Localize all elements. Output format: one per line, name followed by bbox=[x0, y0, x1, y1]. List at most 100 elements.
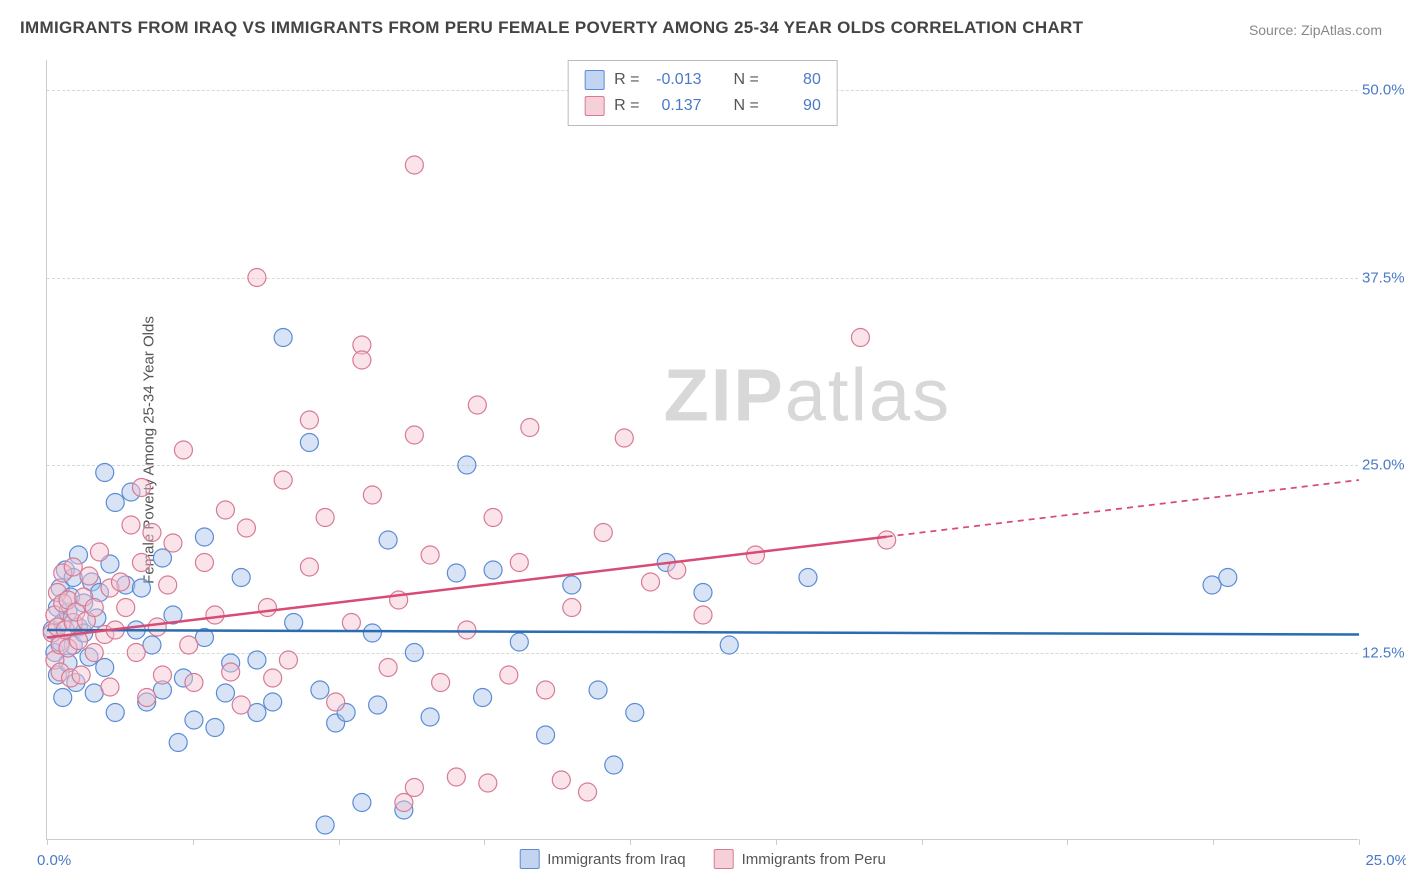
swatch-iraq bbox=[519, 849, 539, 869]
data-point-peru bbox=[353, 351, 371, 369]
r-value-peru: 0.137 bbox=[650, 97, 702, 115]
data-point-peru bbox=[72, 666, 90, 684]
data-point-iraq bbox=[720, 636, 738, 654]
swatch-iraq bbox=[584, 70, 604, 90]
data-point-iraq bbox=[484, 561, 502, 579]
r-label: R = bbox=[614, 97, 639, 115]
data-point-iraq bbox=[353, 794, 371, 812]
n-value-iraq: 80 bbox=[769, 71, 821, 89]
data-point-iraq bbox=[563, 576, 581, 594]
x-tick bbox=[922, 839, 923, 845]
data-point-iraq bbox=[405, 644, 423, 662]
data-point-peru bbox=[405, 426, 423, 444]
data-point-iraq bbox=[363, 624, 381, 642]
data-point-peru bbox=[521, 419, 539, 437]
data-point-peru bbox=[694, 606, 712, 624]
y-tick-label: 37.5% bbox=[1362, 269, 1406, 286]
data-point-peru bbox=[195, 554, 213, 572]
x-tick-label-max: 25.0% bbox=[1365, 852, 1406, 869]
data-point-peru bbox=[300, 558, 318, 576]
legend-label-iraq: Immigrants from Iraq bbox=[547, 851, 685, 868]
series-legend: Immigrants from Iraq Immigrants from Per… bbox=[519, 849, 886, 869]
data-point-peru bbox=[363, 486, 381, 504]
data-point-peru bbox=[615, 429, 633, 447]
data-point-iraq bbox=[153, 549, 171, 567]
data-point-iraq bbox=[274, 329, 292, 347]
data-point-iraq bbox=[300, 434, 318, 452]
data-point-peru bbox=[264, 669, 282, 687]
data-point-peru bbox=[447, 768, 465, 786]
x-tick bbox=[630, 839, 631, 845]
data-point-peru bbox=[642, 573, 660, 591]
data-point-peru bbox=[180, 636, 198, 654]
data-point-peru bbox=[342, 614, 360, 632]
data-point-iraq bbox=[537, 726, 555, 744]
data-point-iraq bbox=[1219, 569, 1237, 587]
data-point-iraq bbox=[694, 584, 712, 602]
y-tick-label: 50.0% bbox=[1362, 82, 1406, 99]
legend-row-peru: R = 0.137 N = 90 bbox=[584, 93, 821, 119]
data-point-peru bbox=[300, 411, 318, 429]
data-point-iraq bbox=[605, 756, 623, 774]
data-point-peru bbox=[216, 501, 234, 519]
source-attribution: Source: ZipAtlas.com bbox=[1249, 22, 1382, 38]
data-point-peru bbox=[258, 599, 276, 617]
data-point-peru bbox=[90, 543, 108, 561]
data-point-iraq bbox=[379, 531, 397, 549]
data-point-iraq bbox=[589, 681, 607, 699]
x-tick bbox=[193, 839, 194, 845]
data-point-peru bbox=[248, 269, 266, 287]
data-point-iraq bbox=[285, 614, 303, 632]
x-tick bbox=[484, 839, 485, 845]
source-value: ZipAtlas.com bbox=[1301, 22, 1382, 38]
data-point-iraq bbox=[195, 528, 213, 546]
data-point-peru bbox=[143, 524, 161, 542]
n-value-peru: 90 bbox=[769, 97, 821, 115]
data-point-peru bbox=[510, 554, 528, 572]
data-point-iraq bbox=[311, 681, 329, 699]
data-point-peru bbox=[594, 524, 612, 542]
data-point-iraq bbox=[106, 494, 124, 512]
data-point-peru bbox=[563, 599, 581, 617]
data-point-peru bbox=[127, 644, 145, 662]
data-point-peru bbox=[579, 783, 597, 801]
data-point-peru bbox=[500, 666, 518, 684]
data-point-peru bbox=[279, 651, 297, 669]
data-point-peru bbox=[851, 329, 869, 347]
data-point-peru bbox=[274, 471, 292, 489]
data-point-iraq bbox=[106, 704, 124, 722]
data-point-peru bbox=[148, 618, 166, 636]
n-label: N = bbox=[734, 97, 759, 115]
data-point-peru bbox=[122, 516, 140, 534]
data-point-peru bbox=[552, 771, 570, 789]
data-point-iraq bbox=[132, 579, 150, 597]
data-point-iraq bbox=[216, 684, 234, 702]
data-point-iraq bbox=[369, 696, 387, 714]
x-tick bbox=[1213, 839, 1214, 845]
data-point-peru bbox=[421, 546, 439, 564]
data-point-peru bbox=[85, 599, 103, 617]
data-point-peru bbox=[395, 794, 413, 812]
data-point-peru bbox=[132, 479, 150, 497]
data-point-iraq bbox=[264, 693, 282, 711]
data-point-peru bbox=[327, 693, 345, 711]
data-point-iraq bbox=[206, 719, 224, 737]
data-point-peru bbox=[479, 774, 497, 792]
data-point-peru bbox=[85, 644, 103, 662]
correlation-legend: R = -0.013 N = 80 R = 0.137 N = 90 bbox=[567, 60, 838, 126]
data-point-peru bbox=[458, 621, 476, 639]
data-point-iraq bbox=[185, 711, 203, 729]
chart-title: IMMIGRANTS FROM IRAQ VS IMMIGRANTS FROM … bbox=[20, 18, 1083, 38]
data-point-iraq bbox=[54, 689, 72, 707]
data-point-peru bbox=[80, 567, 98, 585]
legend-row-iraq: R = -0.013 N = 80 bbox=[584, 67, 821, 93]
data-point-peru bbox=[117, 599, 135, 617]
data-point-peru bbox=[222, 663, 240, 681]
data-point-peru bbox=[64, 558, 82, 576]
swatch-peru bbox=[584, 96, 604, 116]
r-label: R = bbox=[614, 71, 639, 89]
data-point-iraq bbox=[799, 569, 817, 587]
data-point-peru bbox=[432, 674, 450, 692]
x-tick bbox=[1067, 839, 1068, 845]
data-point-peru bbox=[468, 396, 486, 414]
